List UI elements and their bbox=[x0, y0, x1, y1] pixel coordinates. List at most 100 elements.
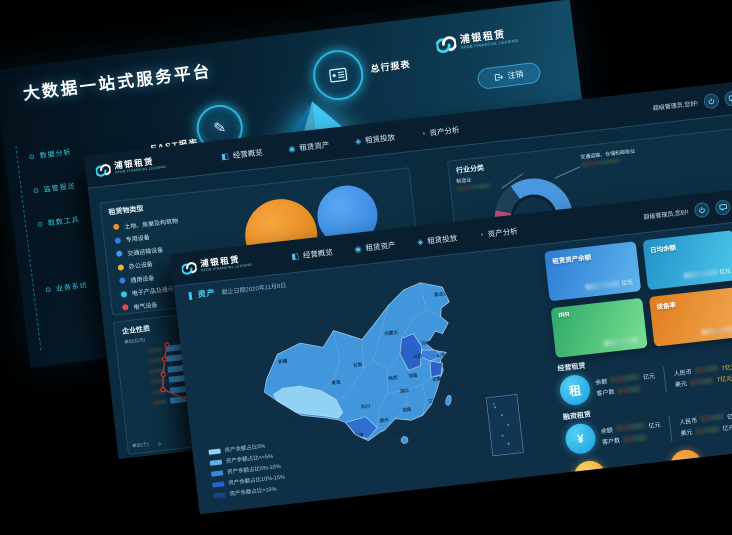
legend-dot bbox=[122, 303, 129, 311]
legend-dot bbox=[112, 223, 120, 231]
legend-swatch bbox=[209, 458, 223, 466]
kpi-card[interactable]: IRR bbox=[550, 297, 648, 358]
kpi-card-unit: 亿元 bbox=[621, 279, 634, 288]
usd-label: 美元 bbox=[680, 430, 694, 438]
x-tick-0: 0 bbox=[157, 441, 161, 447]
kpi-card-label: 日均余额 bbox=[649, 244, 677, 255]
aircraft-leasing-button[interactable]: ✈ bbox=[572, 459, 608, 495]
nav-item[interactable]: ◧ 经营概览 bbox=[221, 146, 264, 162]
province-jiangsu[interactable] bbox=[429, 360, 444, 378]
nav-item[interactable]: ◈ 租赁投放 bbox=[354, 131, 396, 146]
province-tibet[interactable] bbox=[272, 382, 344, 425]
y-axis-unit: 单位(亿元) bbox=[124, 337, 146, 345]
nav-item-label: 经营概览 bbox=[302, 247, 334, 260]
head-office-report-label: 总行报表 bbox=[370, 59, 412, 75]
nav-item-icon: ◧ bbox=[290, 250, 300, 261]
masked-value bbox=[707, 462, 728, 471]
province-yunnan[interactable] bbox=[345, 416, 378, 442]
finance-lease-icon: ¥ bbox=[563, 422, 598, 456]
hainan[interactable] bbox=[400, 436, 409, 444]
brand-logo: 浦银租赁 SPDB FINANCIAL LEASING bbox=[435, 26, 519, 56]
masked-value bbox=[699, 413, 725, 423]
nav-item[interactable]: ◧ 经营概览 bbox=[291, 246, 334, 262]
user-greeting: 超级管理员,您好! bbox=[652, 100, 699, 112]
sidebar-item[interactable]: ⊙ 监管报送 bbox=[32, 181, 76, 196]
usd-unit: 亿元 bbox=[722, 425, 732, 433]
nav-item[interactable]: ◈ 租赁投放 bbox=[417, 232, 458, 247]
kpi-cards: 租赁资产余额 亿元 日均余额 亿元 IRR bbox=[544, 230, 732, 358]
nav-item-label: 租赁投放 bbox=[364, 132, 396, 145]
kpi-card[interactable]: 租赁资产余额 亿元 bbox=[544, 241, 641, 302]
dashboard-screen-front: 浦银租赁 SPDB FINANCIAL LEASING ◧ 经营概览 ◉ 租赁资… bbox=[170, 189, 732, 515]
cny-unit: 7亿元 bbox=[721, 364, 732, 373]
assets-section-title: 资产 bbox=[197, 288, 217, 300]
masked-value bbox=[585, 280, 621, 291]
sidebar-item-icon: ⊙ bbox=[28, 153, 37, 162]
sidebar-item[interactable]: ⊙ 取数工具 bbox=[37, 215, 81, 230]
nav-item-label: 租赁资产 bbox=[365, 239, 396, 253]
balance-label: 余额 bbox=[600, 427, 614, 436]
kpi-card[interactable]: 拨备率 bbox=[648, 286, 732, 347]
usd-unit: 7亿元 bbox=[716, 376, 732, 385]
sidebar-item[interactable]: ⊙ 业务系统 bbox=[45, 280, 89, 295]
power-button[interactable] bbox=[693, 201, 711, 218]
kpi-card-unit: 亿元 bbox=[719, 268, 731, 276]
legend-swatch bbox=[212, 480, 225, 488]
province-borders bbox=[321, 282, 441, 428]
sidebar-item-label: 数据分析 bbox=[39, 149, 72, 161]
masked-value bbox=[683, 269, 718, 279]
masked-value bbox=[694, 364, 719, 374]
sidebar-item[interactable]: ⊙ 数据分析 bbox=[28, 147, 72, 162]
message-button[interactable] bbox=[714, 198, 732, 216]
brand-logo: 浦银租赁 SPDB FINANCIAL LEASING bbox=[95, 155, 167, 178]
sidebar-item-label: 取数工具 bbox=[47, 216, 81, 228]
masked-value bbox=[706, 453, 732, 463]
masked-value bbox=[609, 373, 641, 384]
spdb-logo-icon bbox=[95, 162, 112, 179]
masked-value bbox=[622, 433, 648, 443]
nav-item[interactable]: ◉ 租赁资产 bbox=[354, 239, 396, 255]
masked-value bbox=[609, 464, 637, 474]
south-china-sea-inset bbox=[485, 394, 524, 457]
cny-label: 人民币 bbox=[679, 418, 698, 427]
logout-icon bbox=[494, 73, 504, 81]
airplane-icon: ✈ bbox=[583, 468, 597, 485]
logout-label: 注销 bbox=[507, 69, 524, 81]
nav-item[interactable]: ◉ 租赁资产 bbox=[288, 139, 330, 155]
power-button[interactable] bbox=[702, 92, 720, 109]
province-shandong[interactable] bbox=[420, 348, 443, 362]
nav-item-icon: ◈ bbox=[416, 236, 424, 247]
legend-dot bbox=[114, 236, 122, 244]
callout-line bbox=[554, 166, 581, 179]
nav-item[interactable]: ◔ 资产分析 bbox=[478, 225, 518, 240]
head-office-report-button[interactable] bbox=[310, 47, 367, 103]
message-button[interactable] bbox=[723, 89, 732, 107]
nav-item-label: 资产分析 bbox=[487, 226, 519, 239]
province-dark-north[interactable] bbox=[398, 333, 424, 371]
legend-label: 电气设备 bbox=[133, 302, 158, 311]
power-icon bbox=[708, 97, 715, 104]
cny-unit: 亿元 bbox=[726, 413, 732, 421]
spdb-logo-icon bbox=[181, 260, 198, 277]
china-map[interactable]: 新疆 西藏 青海 甘肃 内蒙古 黑龙江 吉林 辽宁 四川 云南 贵州 bbox=[201, 263, 558, 506]
edit-pencil-icon: ✎ bbox=[212, 119, 228, 138]
logout-button[interactable]: 注销 bbox=[476, 61, 542, 91]
legend-swatch bbox=[208, 448, 221, 455]
kpi-panel: 租赁资产余额 亿元 日均余额 亿元 IRR bbox=[544, 230, 732, 495]
masked-value bbox=[610, 473, 632, 482]
callout-label: 制造业 bbox=[455, 177, 472, 185]
nav-item[interactable]: ◔ 资产分析 bbox=[420, 124, 460, 139]
usd-label: 美元 bbox=[674, 381, 688, 389]
balance-label: 余额 bbox=[595, 379, 608, 387]
kpi-card[interactable]: 日均余额 亿元 bbox=[642, 230, 732, 291]
legend-label: 办公设备 bbox=[128, 261, 154, 271]
section-accent bbox=[188, 291, 193, 300]
divider bbox=[662, 366, 667, 393]
user-greeting: 超级管理员,您好! bbox=[643, 209, 689, 221]
legend-label: 交通运输设备 bbox=[127, 247, 164, 258]
sidebar-item-icon: ⊙ bbox=[36, 221, 45, 229]
taiwan[interactable] bbox=[445, 395, 452, 406]
ship-leasing-button[interactable] bbox=[668, 448, 705, 484]
nav-item-icon: ◈ bbox=[354, 136, 362, 146]
legend-label: 专用设备 bbox=[125, 235, 151, 244]
